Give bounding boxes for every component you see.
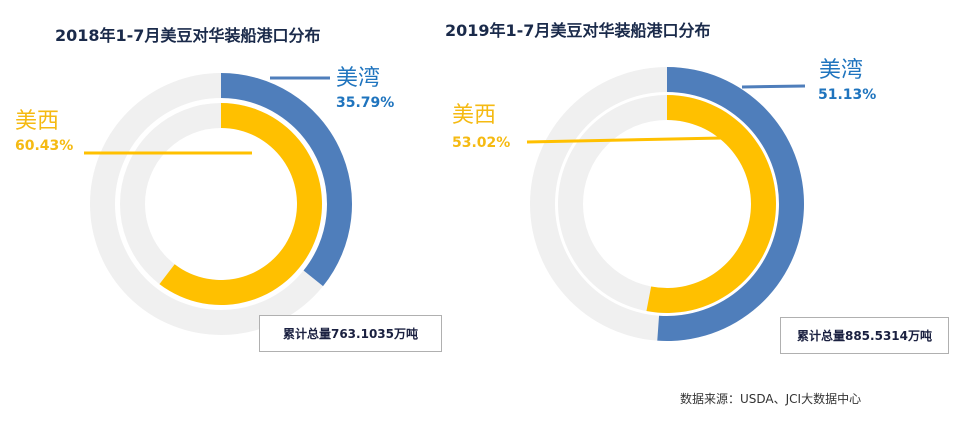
data-source: 数据来源：USDA、JCI大数据中心 [680,392,862,406]
label-gulf-2019: 美湾 [819,58,864,83]
label-gulf-2018: 美湾 [336,66,381,91]
pct-west-2019: 53.02% [452,135,511,151]
leader-line-west-1 [526,136,723,144]
chart-title-2019: 2019年1-7月美豆对华装船港口分布 [445,21,711,40]
pct-west-2018: 60.43% [15,138,74,154]
chart-title-2018: 2018年1-7月美豆对华装船港口分布 [55,26,321,45]
donut-arc-inner-1 [646,95,777,313]
donut-arc-inner-0 [159,103,322,306]
pct-gulf-2019: 51.13% [818,87,877,103]
leader-line-gulf-1 [741,84,806,89]
total-box-2019: 累计总量885.5314万吨 [780,317,949,354]
label-west-2019: 美西 [452,103,497,128]
total-box-2018: 累计总量763.1035万吨 [259,315,442,352]
donut-arc-outer-1 [657,67,804,342]
donut-arc-outer-0 [221,73,352,287]
label-west-2018: 美西 [15,109,60,134]
pct-gulf-2018: 35.79% [336,95,395,111]
